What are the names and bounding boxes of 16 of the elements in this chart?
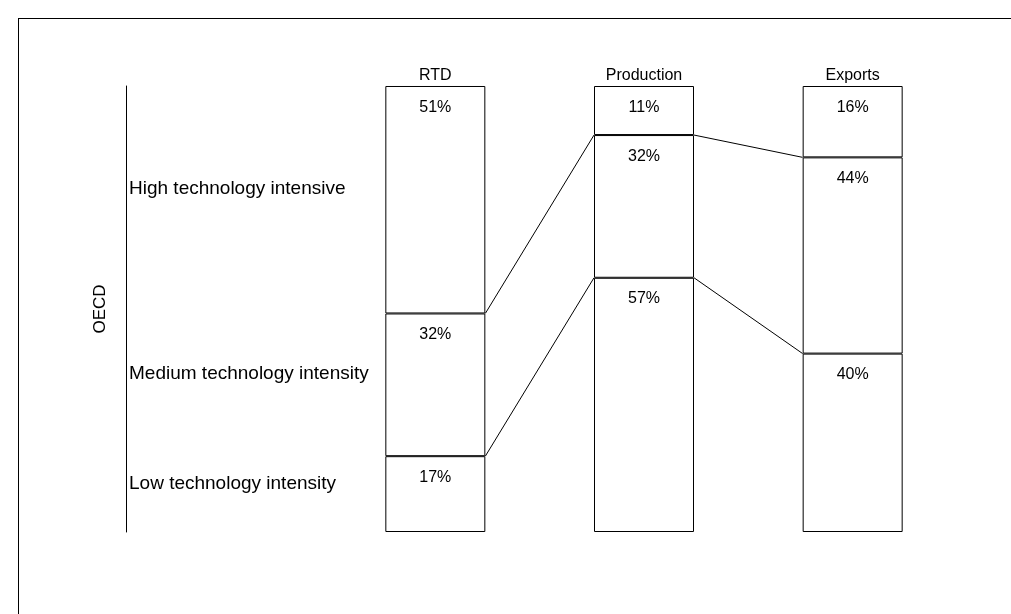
x-tick-label: Exports	[825, 65, 880, 83]
text: High technology intensive	[129, 177, 346, 199]
data-label: 57%	[627, 289, 661, 307]
data-label: 11%	[628, 97, 660, 115]
data-label: 51%	[419, 97, 452, 115]
data-label: 17%	[419, 467, 452, 485]
text: Low technology intensity	[129, 471, 337, 493]
data-label: 40%	[836, 365, 869, 383]
data-label: 32%	[627, 146, 661, 164]
x-tick-label: RTD	[419, 65, 452, 83]
text: OECD	[89, 284, 109, 334]
data-label: 44%	[836, 168, 869, 186]
series-label: Medium technology intensity	[129, 362, 370, 384]
data-label: 32%	[419, 324, 452, 342]
data-label: 16%	[836, 97, 869, 115]
x-tick-label: Production	[605, 65, 683, 83]
